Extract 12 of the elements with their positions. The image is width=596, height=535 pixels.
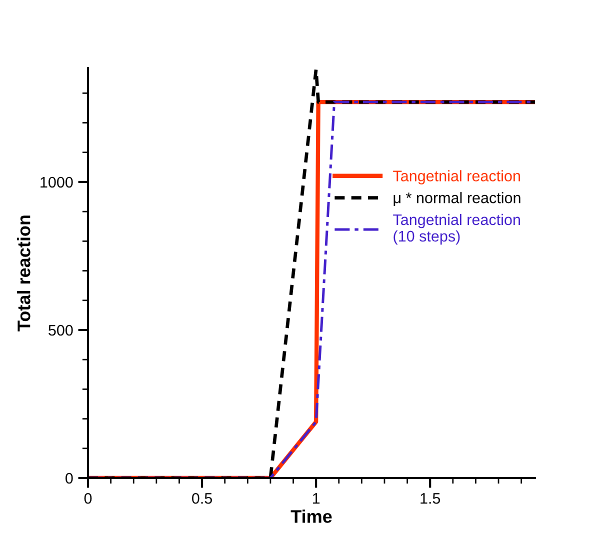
x-axis-title: Time [290,510,332,523]
x-tick-label: 0 [84,492,92,504]
y-axis-title: Total reaction [17,216,30,332]
y-tick-label: 500 [48,324,73,336]
legend-label: Tangetnial reaction (10 steps) [393,214,520,245]
y-tick-label: 1000 [40,176,73,188]
y-tick-label: 0 [66,472,73,484]
legend-label: Tangetnial reaction [393,170,520,184]
legend-label: μ * normal reaction [394,192,520,206]
x-tick-label: 1.5 [420,493,440,504]
x-tick-label: 1 [312,493,320,504]
x-tick-label: 0.5 [192,492,212,504]
